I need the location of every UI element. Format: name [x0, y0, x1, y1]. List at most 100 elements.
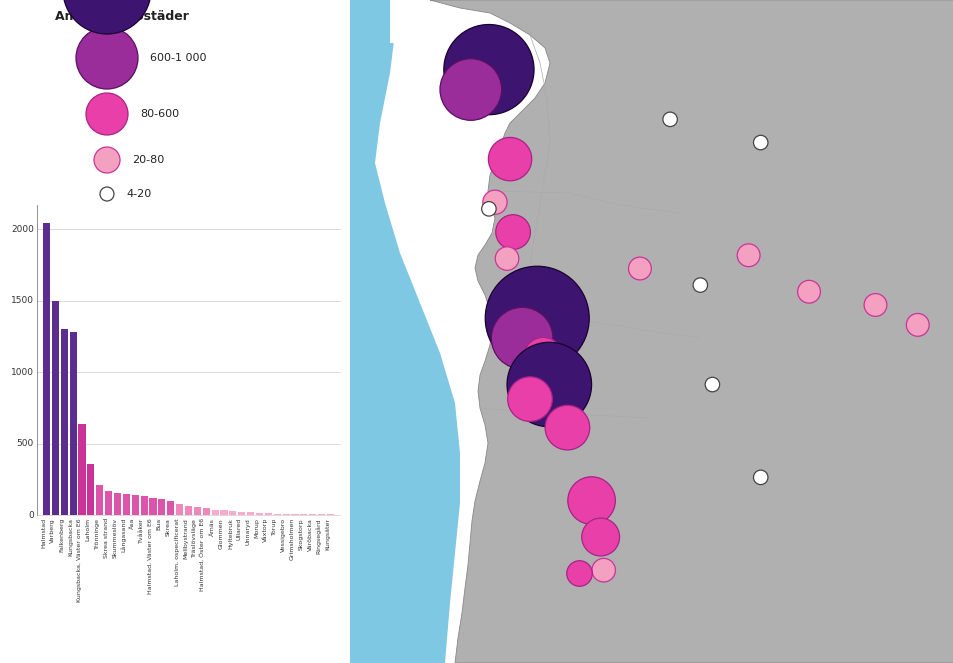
Bar: [255, 512, 263, 515]
Text: 80-600: 80-600: [140, 109, 179, 119]
Circle shape: [488, 137, 531, 181]
Circle shape: [520, 359, 535, 374]
Text: 1000: 1000: [11, 368, 34, 377]
Bar: [300, 514, 307, 515]
Text: Åsa: Åsa: [131, 518, 135, 529]
Bar: [43, 223, 50, 515]
Circle shape: [591, 558, 615, 582]
Text: Kungsäter: Kungsäter: [325, 518, 330, 550]
Bar: [150, 498, 156, 515]
Circle shape: [507, 377, 552, 422]
Circle shape: [100, 187, 113, 201]
Bar: [247, 512, 253, 515]
Bar: [292, 514, 298, 515]
Text: Skummeslöv: Skummeslöv: [112, 518, 117, 558]
Text: Hyltebruk: Hyltebruk: [228, 518, 233, 549]
Text: 20-80: 20-80: [132, 155, 164, 165]
Text: Torup: Torup: [272, 518, 277, 536]
Text: Falkenberg: Falkenberg: [59, 518, 64, 552]
Circle shape: [482, 190, 507, 214]
Bar: [167, 501, 174, 515]
Bar: [220, 511, 228, 515]
Circle shape: [704, 377, 719, 392]
Text: Halmstad: Halmstad: [41, 518, 47, 548]
Text: 600-1 000: 600-1 000: [150, 53, 206, 63]
Circle shape: [581, 518, 618, 556]
Circle shape: [496, 215, 530, 249]
Text: Antal nya bostäder: Antal nya bostäder: [55, 10, 189, 23]
Circle shape: [753, 470, 767, 485]
Circle shape: [523, 337, 562, 376]
Text: Grimsholmen: Grimsholmen: [290, 518, 294, 560]
Text: Laholm: Laholm: [86, 518, 91, 541]
Text: 4-20: 4-20: [126, 189, 152, 199]
Text: Trönninge: Trönninge: [94, 518, 100, 549]
Circle shape: [507, 342, 591, 427]
Circle shape: [76, 27, 138, 89]
Bar: [309, 514, 316, 515]
Text: Skrea: Skrea: [166, 518, 171, 536]
Bar: [61, 330, 68, 515]
Text: Morup: Morup: [254, 518, 259, 538]
Text: Halmstad, Öster om E6: Halmstad, Öster om E6: [201, 518, 206, 591]
Bar: [132, 495, 138, 515]
Bar: [113, 493, 121, 515]
Bar: [87, 463, 94, 515]
Bar: [193, 507, 201, 515]
Text: Träslövsläge: Träslövsläge: [193, 518, 197, 557]
Bar: [238, 512, 245, 515]
Bar: [96, 485, 103, 515]
Text: Bua: Bua: [156, 518, 162, 530]
Circle shape: [628, 257, 651, 280]
Text: 1500: 1500: [11, 296, 34, 305]
Bar: [78, 424, 86, 515]
Text: Skogstorp: Skogstorp: [298, 518, 304, 550]
Bar: [282, 514, 290, 515]
Circle shape: [566, 561, 592, 586]
Text: Skrea strand: Skrea strand: [104, 518, 109, 558]
Circle shape: [63, 0, 151, 34]
Circle shape: [905, 314, 928, 336]
Text: Tvååker: Tvååker: [139, 518, 144, 544]
Bar: [185, 506, 192, 515]
Circle shape: [567, 477, 615, 524]
Text: Laholm, ospecificerat: Laholm, ospecificerat: [174, 518, 179, 585]
Circle shape: [439, 59, 501, 120]
Bar: [140, 496, 148, 515]
Text: 0: 0: [29, 511, 34, 520]
Bar: [105, 491, 112, 515]
Circle shape: [485, 267, 589, 370]
Bar: [274, 514, 280, 515]
Text: Halmstad, Väster om E6: Halmstad, Väster om E6: [148, 518, 152, 594]
Text: Varberg: Varberg: [51, 518, 55, 542]
Text: Kungsbacka, Väster om E6: Kungsbacka, Väster om E6: [77, 518, 82, 601]
Circle shape: [491, 308, 553, 369]
Circle shape: [797, 280, 820, 303]
Text: Kungsbacka: Kungsbacka: [68, 518, 73, 556]
Circle shape: [94, 147, 120, 173]
Circle shape: [693, 278, 707, 292]
Bar: [176, 504, 183, 515]
Bar: [70, 332, 76, 515]
Text: Våxtorp: Våxtorp: [262, 518, 268, 542]
Bar: [202, 508, 210, 515]
Circle shape: [507, 268, 548, 309]
Text: Unnaryd: Unnaryd: [245, 518, 251, 545]
Polygon shape: [390, 0, 953, 663]
Bar: [212, 510, 218, 515]
Circle shape: [662, 112, 677, 127]
Circle shape: [495, 247, 518, 271]
Circle shape: [481, 202, 496, 216]
Text: Långasand: Långasand: [121, 518, 126, 552]
Bar: [123, 494, 130, 515]
Circle shape: [863, 294, 886, 316]
Text: Mellbystrand: Mellbystrand: [183, 518, 189, 559]
Circle shape: [544, 405, 589, 450]
Bar: [265, 513, 272, 515]
Polygon shape: [390, 0, 430, 43]
Circle shape: [86, 93, 128, 135]
Polygon shape: [350, 0, 459, 663]
Text: 500: 500: [17, 439, 34, 448]
Text: 2000: 2000: [11, 225, 34, 234]
Text: Glommen: Glommen: [219, 518, 224, 548]
